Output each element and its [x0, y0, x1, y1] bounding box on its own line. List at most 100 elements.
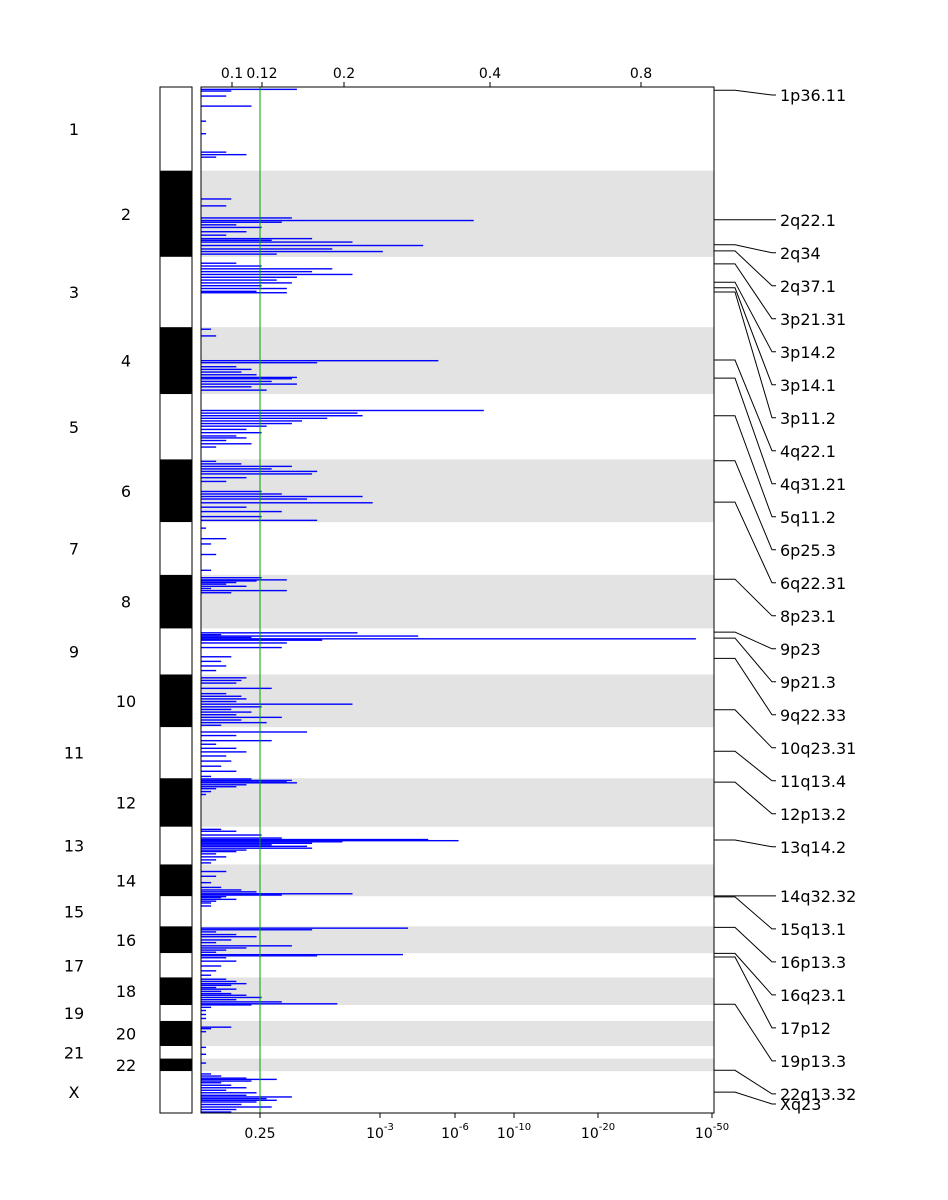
- annotation-label-21: 14q32.32: [780, 887, 856, 906]
- bar-chrX-232: [201, 1101, 257, 1103]
- bar-chr4-47: [201, 380, 272, 383]
- annotation-leader-20: [714, 839, 776, 848]
- bar-chr20-213: [201, 1027, 212, 1030]
- bar-chrX-228: [201, 1094, 247, 1096]
- bar-chr13-160: [201, 859, 217, 861]
- bar-chr2-11: [201, 217, 292, 219]
- bar-chr19-211: [201, 1017, 207, 1020]
- bar-chr13-151: [201, 841, 343, 843]
- bar-chr17-192: [201, 970, 217, 972]
- ideogram-chrom-4: [160, 327, 192, 395]
- annotation-label-11: 6p25.3: [780, 541, 836, 560]
- bar-chr3-27: [201, 268, 333, 270]
- bar-chr14-165: [201, 886, 222, 889]
- bar-chrX-224: [201, 1084, 232, 1086]
- bar-chr1-8: [201, 156, 217, 158]
- annotation-leader-3: [714, 250, 776, 287]
- bar-chr11-132: [201, 760, 232, 762]
- bar-chr18-197: [201, 984, 232, 987]
- bar-chr5-63: [201, 443, 252, 445]
- bar-chr3-33: [201, 285, 262, 287]
- plot-frame: [200, 86, 715, 1114]
- ideogram-chrom-3: [160, 256, 192, 328]
- bar-chr6-78: [201, 506, 247, 508]
- bar-chr6-79: [201, 510, 282, 513]
- bar-chr19-209: [201, 1009, 207, 1012]
- bar-chr2-23: [201, 250, 383, 253]
- bar-chr3-28: [201, 270, 313, 273]
- annotation-label-2: 2q34: [780, 244, 821, 263]
- bar-chr2-16: [201, 231, 247, 233]
- bottom-tick-label-5: 10-50: [695, 1122, 729, 1142]
- bar-chr18-201: [201, 992, 232, 995]
- bar-chr3-36: [201, 292, 287, 294]
- bar-chr12-137: [201, 779, 292, 782]
- chromosome-shading: [201, 170, 714, 1072]
- bar-chr16-184: [201, 947, 247, 949]
- chrom-label-16: 16: [116, 931, 136, 950]
- bar-chr13-154: [201, 845, 308, 848]
- ideogram-chrom-13: [160, 826, 192, 865]
- bar-chr13-148: [201, 837, 282, 839]
- chrom-label-20: 20: [116, 1024, 136, 1043]
- bar-chrX-218: [201, 1073, 212, 1075]
- chrom-22-band: [201, 1058, 714, 1072]
- bar-chr9-107: [201, 669, 217, 672]
- bar-chr5-52: [201, 412, 358, 414]
- bar-chr21-215: [201, 1046, 207, 1049]
- bar-chr6-81: [201, 519, 318, 522]
- annotation-leader-4: [714, 263, 776, 320]
- bar-chr16-181: [201, 939, 232, 941]
- bar-chr10-109: [201, 679, 242, 682]
- bottom-tick-exp-3: -10: [515, 1122, 531, 1133]
- bar-chr1-5: [201, 133, 207, 135]
- bar-chr10-118: [201, 708, 232, 711]
- annotation-label-22: 15q13.1: [780, 920, 846, 939]
- bar-chr7-83: [201, 537, 227, 540]
- chrom-label-12: 12: [116, 794, 136, 813]
- bar-chr18-202: [201, 994, 247, 996]
- bar-chr4-42: [201, 368, 252, 371]
- bar-chr9-100: [201, 638, 696, 640]
- bar-chrX-220: [201, 1077, 247, 1079]
- annotation-label-15: 9p21.3: [780, 673, 836, 692]
- bar-chr6-71: [201, 476, 247, 479]
- bar-chr2-19: [201, 239, 272, 242]
- ideogram-chrom-9: [160, 628, 192, 675]
- annotation-label-23: 16p13.3: [780, 953, 846, 972]
- bar-chr7-82: [201, 527, 207, 529]
- bottom-tick-exp-5: -50: [713, 1122, 729, 1133]
- ideogram-chrom-11: [160, 727, 192, 779]
- bar-chr18-198: [201, 986, 217, 989]
- bar-chr21-216: [201, 1053, 207, 1055]
- chrom-6-band: [201, 459, 714, 523]
- chrom-label-11: 11: [64, 744, 84, 763]
- bar-chr1-2: [201, 95, 227, 97]
- bar-chr13-152: [201, 842, 313, 845]
- bar-chr13-146: [201, 830, 237, 832]
- bar-chr15-174: [201, 902, 212, 904]
- bar-chr11-130: [201, 751, 247, 753]
- bar-chr14-166: [201, 889, 242, 891]
- bar-chr12-142: [201, 787, 217, 790]
- annotation-label-13: 8p23.1: [780, 607, 836, 626]
- annotation-leader-15: [714, 637, 776, 683]
- annotation-label-19: 12p13.2: [780, 805, 846, 824]
- bar-chr6-76: [201, 498, 308, 500]
- chrom-label-9: 9: [69, 642, 79, 661]
- locus-annotations: 1p36.11 2q22.1 2q34 2q37.1 3p21.31 3p14.2 3p14…: [714, 86, 856, 1114]
- bar-chr4-45: [201, 376, 297, 379]
- bar-chr7-84: [201, 543, 212, 545]
- annotation-label-20: 13q14.2: [780, 838, 846, 857]
- bar-chr3-34: [201, 287, 287, 290]
- significance-bars: [201, 88, 696, 1113]
- ideogram-chrom-12: [160, 778, 192, 827]
- ideogram-chrom-22: [160, 1058, 192, 1072]
- ideogram-chrom-5: [160, 394, 192, 460]
- bar-chrX-222: [201, 1080, 252, 1082]
- bottom-tick-exp-2: -6: [459, 1122, 469, 1133]
- bar-chr6-73: [201, 490, 262, 493]
- chrom-label-7: 7: [69, 540, 79, 559]
- bar-chr2-9: [201, 198, 232, 200]
- chrom-label-10: 10: [116, 692, 136, 711]
